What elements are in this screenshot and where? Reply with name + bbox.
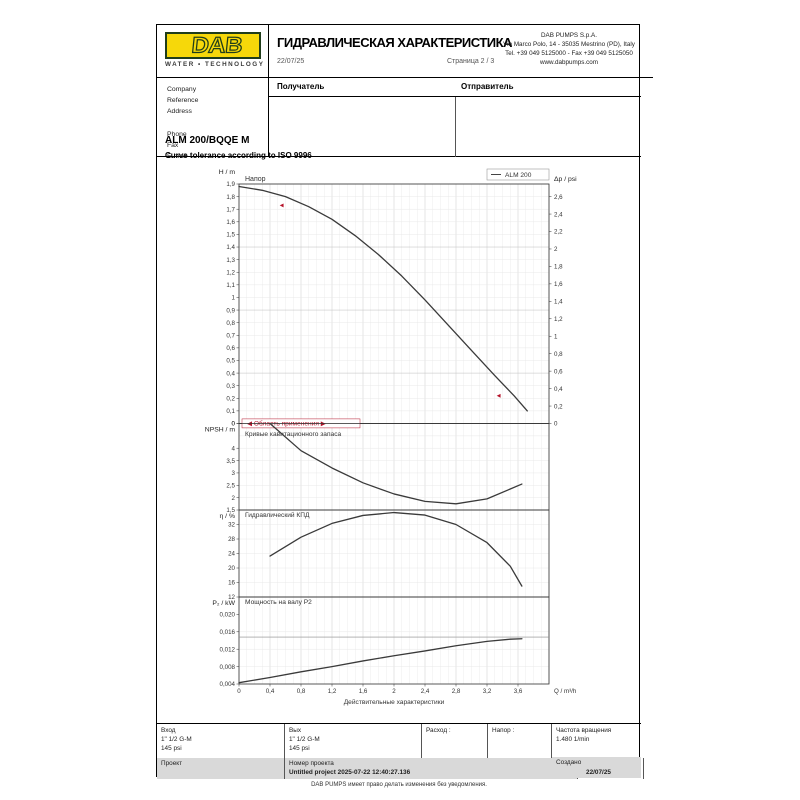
svg-text:28: 28 bbox=[228, 536, 235, 543]
svg-text:2,4: 2,4 bbox=[421, 688, 430, 695]
svg-text:1: 1 bbox=[232, 295, 236, 302]
svg-text:0,4: 0,4 bbox=[226, 370, 235, 377]
svg-text:Напор: Напор bbox=[245, 176, 266, 183]
svg-text:0,004: 0,004 bbox=[220, 681, 236, 688]
svg-text:0,8: 0,8 bbox=[226, 320, 235, 327]
svg-text:0,6: 0,6 bbox=[554, 368, 563, 375]
svg-text:1,3: 1,3 bbox=[226, 257, 235, 264]
svg-text:1,5: 1,5 bbox=[226, 232, 235, 239]
svg-text:ALM 200: ALM 200 bbox=[505, 172, 532, 179]
svg-text:1,1: 1,1 bbox=[226, 282, 235, 289]
svg-text:0,2: 0,2 bbox=[554, 403, 563, 410]
svg-text:0,012: 0,012 bbox=[220, 646, 236, 653]
svg-text:P₂ / kW: P₂ / kW bbox=[212, 600, 235, 607]
svg-text:1,4: 1,4 bbox=[554, 299, 563, 306]
svg-text:0,4: 0,4 bbox=[554, 386, 563, 393]
svg-text:24: 24 bbox=[228, 551, 235, 558]
svg-text:1,6: 1,6 bbox=[226, 219, 235, 226]
svg-text:0,8: 0,8 bbox=[554, 351, 563, 358]
svg-text:1,6: 1,6 bbox=[554, 281, 563, 288]
svg-text:0,020: 0,020 bbox=[220, 612, 236, 619]
svg-text:1: 1 bbox=[554, 333, 558, 340]
svg-text:H / m: H / m bbox=[219, 169, 236, 176]
svg-text:0: 0 bbox=[237, 688, 241, 695]
svg-text:0,008: 0,008 bbox=[220, 664, 236, 671]
svg-text:2,8: 2,8 bbox=[452, 688, 461, 695]
svg-text:0,9: 0,9 bbox=[226, 307, 235, 314]
svg-text:Действительные характеристики: Действительные характеристики bbox=[344, 698, 445, 706]
svg-text:1,8: 1,8 bbox=[554, 264, 563, 271]
svg-text:DAB: DAB bbox=[190, 34, 243, 57]
svg-text:2: 2 bbox=[392, 688, 396, 695]
svg-text:0,7: 0,7 bbox=[226, 332, 235, 339]
svg-text:2,5: 2,5 bbox=[226, 482, 235, 489]
svg-text:1,4: 1,4 bbox=[226, 244, 235, 251]
svg-text:16: 16 bbox=[228, 580, 235, 587]
svg-text:0,5: 0,5 bbox=[226, 358, 235, 365]
svg-text:1,7: 1,7 bbox=[226, 206, 235, 213]
svg-text:η / %: η / % bbox=[220, 513, 236, 520]
svg-text:1,6: 1,6 bbox=[359, 688, 368, 695]
svg-text:1,9: 1,9 bbox=[226, 181, 235, 188]
svg-text:Δp / psi: Δp / psi bbox=[554, 176, 577, 183]
svg-text:3,6: 3,6 bbox=[514, 688, 523, 695]
svg-text:3: 3 bbox=[232, 470, 236, 477]
svg-text:Гидравлический КПД: Гидравлический КПД bbox=[245, 511, 310, 519]
svg-text:0: 0 bbox=[554, 421, 558, 428]
svg-text:2,2: 2,2 bbox=[554, 229, 563, 236]
svg-text:1,8: 1,8 bbox=[226, 194, 235, 201]
svg-text:1,2: 1,2 bbox=[328, 688, 337, 695]
svg-text:3,2: 3,2 bbox=[483, 688, 492, 695]
svg-text:4: 4 bbox=[232, 445, 236, 452]
svg-text:2: 2 bbox=[554, 246, 558, 253]
svg-text:0,6: 0,6 bbox=[226, 345, 235, 352]
svg-text:0,2: 0,2 bbox=[226, 395, 235, 402]
svg-text:1,2: 1,2 bbox=[226, 269, 235, 276]
svg-text:32: 32 bbox=[228, 522, 235, 529]
svg-text:20: 20 bbox=[228, 565, 235, 572]
svg-text:Кривые кавитационного запаса: Кривые кавитационного запаса bbox=[245, 431, 341, 438]
svg-text:0,8: 0,8 bbox=[297, 688, 306, 695]
svg-text:3,5: 3,5 bbox=[226, 458, 235, 465]
svg-text:1,2: 1,2 bbox=[554, 316, 563, 323]
svg-text:Q / m³/h: Q / m³/h bbox=[554, 688, 577, 695]
svg-text:Мощность на валу P2: Мощность на валу P2 bbox=[245, 599, 312, 606]
svg-text:2: 2 bbox=[232, 495, 236, 502]
svg-text:NPSH / m: NPSH / m bbox=[205, 427, 236, 434]
svg-text:0,4: 0,4 bbox=[266, 688, 275, 695]
svg-text:2,4: 2,4 bbox=[554, 211, 563, 218]
svg-text:2,6: 2,6 bbox=[554, 194, 563, 201]
svg-text:0,1: 0,1 bbox=[226, 408, 235, 415]
svg-text:0,016: 0,016 bbox=[220, 629, 236, 636]
svg-text:0,3: 0,3 bbox=[226, 383, 235, 390]
